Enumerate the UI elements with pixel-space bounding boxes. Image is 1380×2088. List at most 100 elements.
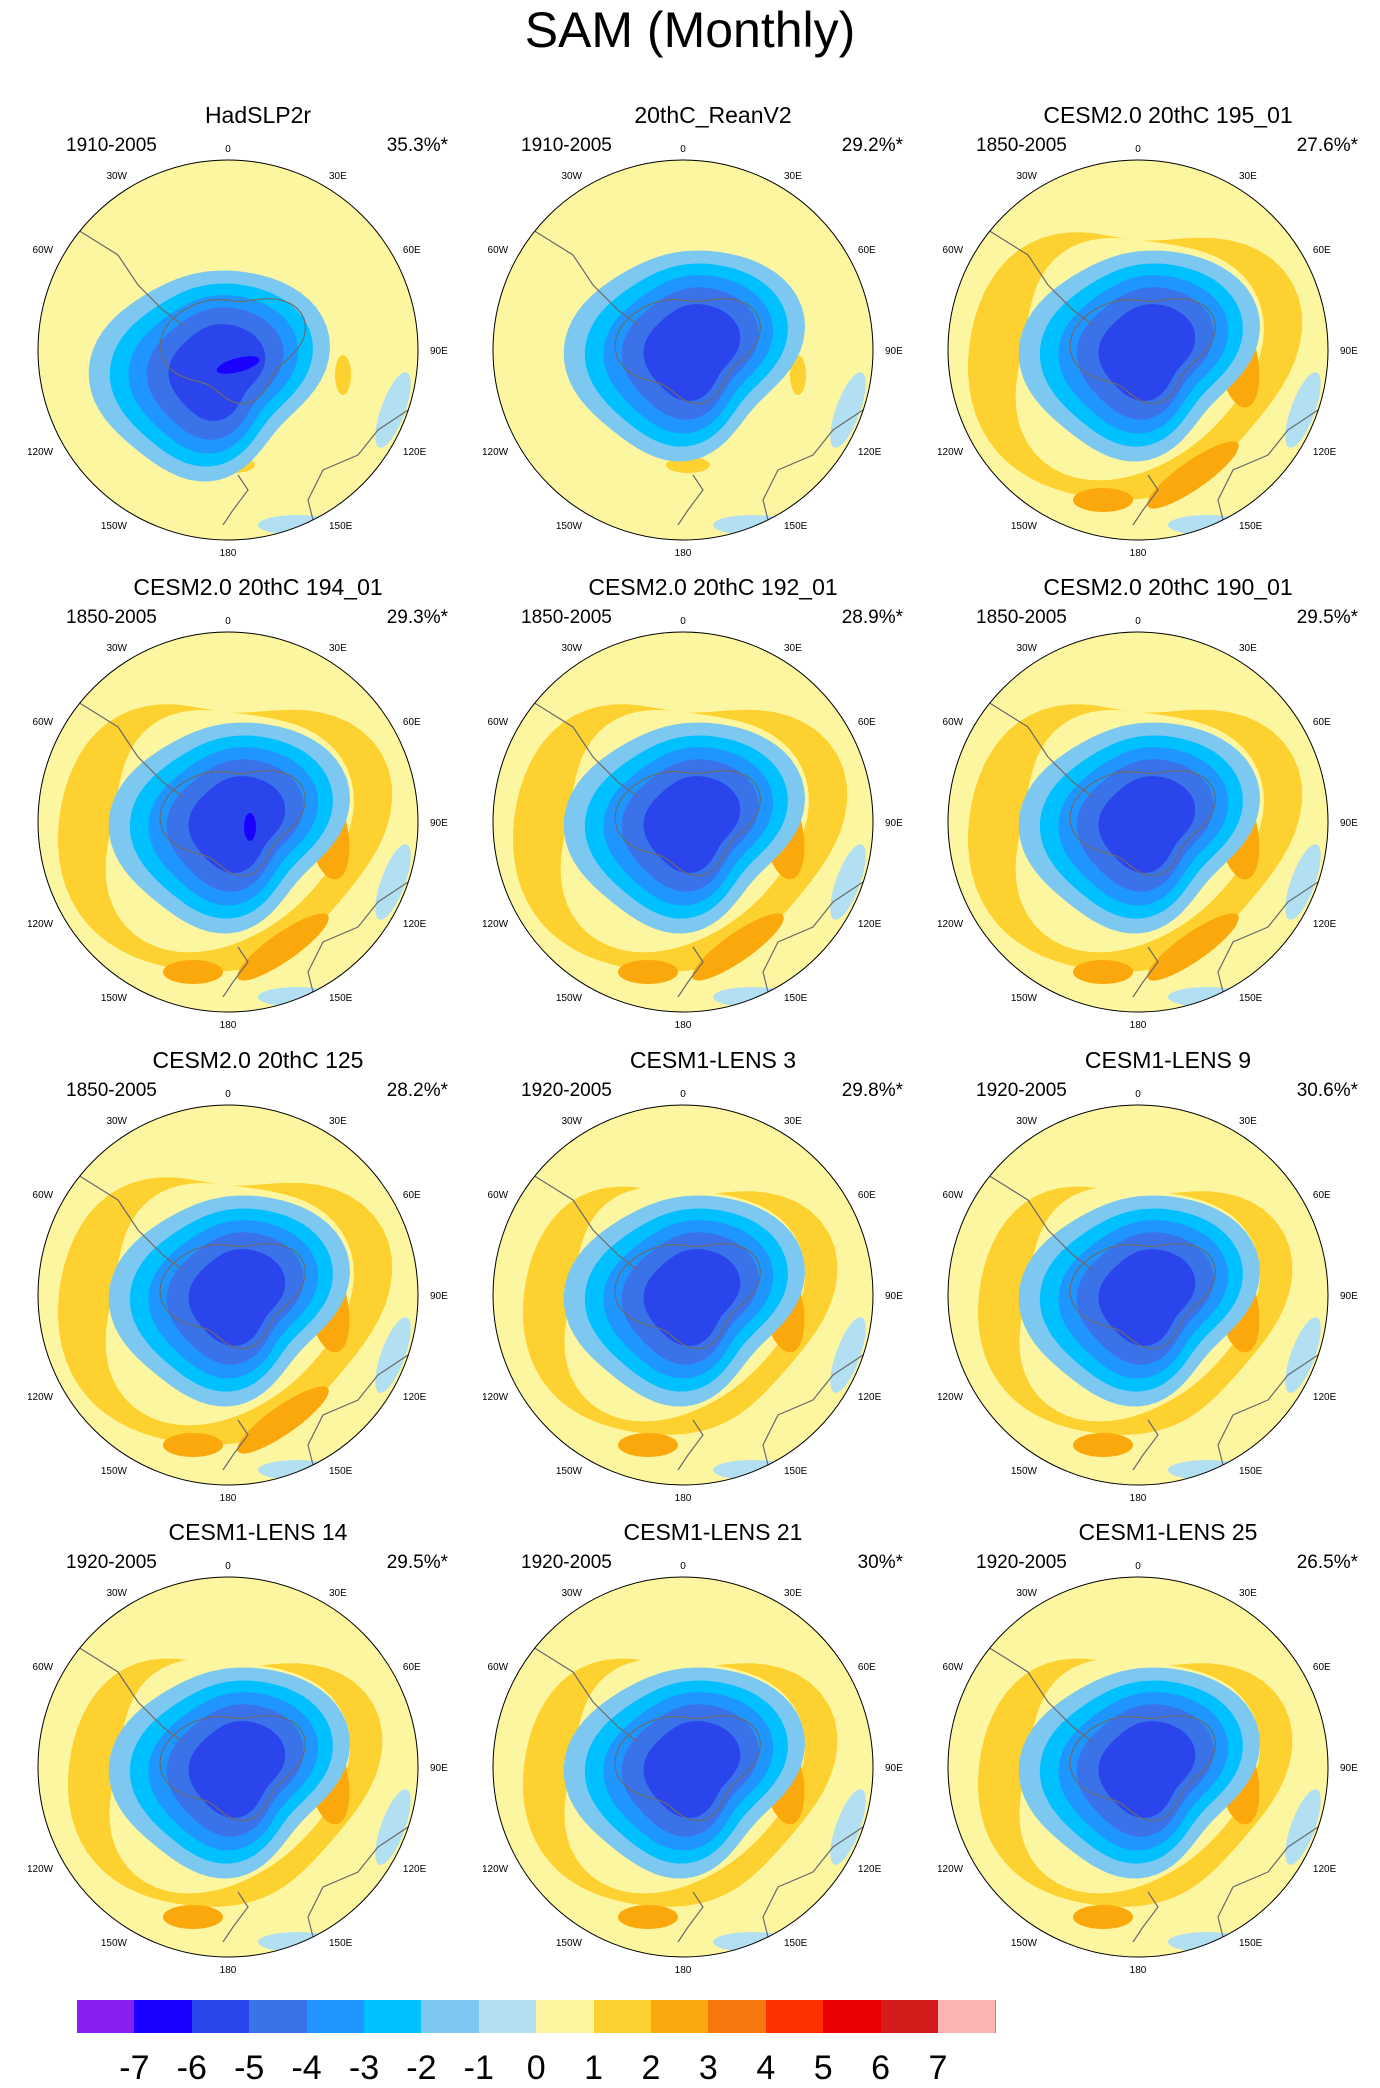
polar-map: 030E60E90E120E150E180150W120W90W60W30W: [938, 1561, 1358, 1976]
map-panel: CESM1-LENS 9 1920-2005 30.6%* 0 30E 60E 90E 120…: [938, 1045, 1380, 1515]
contour-field: [493, 1105, 873, 1485]
longitude-label: 180: [1130, 548, 1147, 559]
panel-variance-explained: 30%*: [857, 1552, 903, 1573]
south-america-coastline: [77, 229, 184, 326]
colorbar-label: -1: [463, 2049, 494, 2087]
longitude-label: 30E: [1239, 643, 1257, 654]
map-panel: 20thC_ReanV2 1910-2005 29.2%* 0 30E 60E 90E 120…: [483, 100, 943, 570]
longitude-label: 150W: [101, 993, 128, 1004]
panel-period: 1910-2005: [521, 135, 612, 156]
longitude-label: 30W: [1016, 1588, 1037, 1599]
longitude-label: 30W: [561, 643, 582, 654]
antarctica-coastline: [614, 770, 762, 877]
contour-field: [948, 160, 1328, 540]
panel-period: 1920-2005: [976, 1552, 1067, 1573]
longitude-label: 60W: [488, 1190, 509, 1201]
colorbar-box: [708, 2000, 767, 2033]
antarctica-coastline: [1069, 770, 1217, 877]
panel-title: CESM2.0 20thC 192_01: [588, 574, 838, 600]
longitude-label: 30W: [1016, 643, 1037, 654]
longitude-label: 120E: [858, 919, 882, 930]
longitude-label: 0: [1135, 144, 1141, 155]
new-zealand-coastline: [222, 474, 249, 526]
longitude-label: 150W: [1011, 1466, 1038, 1477]
longitude-label: 30W: [106, 643, 127, 654]
map-boundary: [947, 1104, 1329, 1486]
map-panel: HadSLP2r 1910-2005 35.3%* 0 30E 60E 90E 120E 150…: [28, 100, 488, 570]
south-america-coastline: [987, 1174, 1094, 1271]
longitude-label: 60E: [403, 1190, 421, 1201]
longitude-label: 150E: [784, 1466, 808, 1477]
longitude-label: 60W: [33, 1662, 54, 1673]
colorbar-label: 4: [756, 2049, 776, 2087]
panel-title: CESM2.0 20thC 194_01: [133, 574, 383, 600]
colorbar-box: [421, 2000, 480, 2033]
map-panel: CESM2.0 20thC 192_01 1850-2005 28.9%* 0 30E 6…: [483, 572, 943, 1042]
panel-variance-explained: 30.6%*: [1296, 1080, 1358, 1101]
longitude-label: 60E: [403, 245, 421, 256]
map-boundary: [947, 631, 1329, 1013]
contour-field: [38, 1577, 418, 1957]
longitude-label: 60W: [33, 1190, 54, 1201]
colorbar-box: [249, 2000, 308, 2033]
contour-field: [948, 1105, 1328, 1485]
map-boundary: [947, 159, 1329, 541]
panel-period: 1920-2005: [521, 1552, 612, 1573]
panel-period: 1920-2005: [66, 1552, 157, 1573]
new-zealand-coastline: [1132, 474, 1159, 526]
longitude-label: 60W: [943, 1190, 964, 1201]
panel-variance-explained: 28.9%*: [841, 607, 903, 628]
map-boundary: [37, 1104, 419, 1486]
longitude-label: 60E: [858, 245, 876, 256]
longitude-label: 30E: [329, 1116, 347, 1127]
longitude-label: 120E: [403, 447, 427, 458]
south-america-coastline: [77, 1174, 184, 1271]
longitude-label: 150E: [329, 1938, 353, 1949]
longitude-label: 120E: [858, 1864, 882, 1875]
longitude-label: 150W: [556, 1466, 583, 1477]
polar-map: 030E60E90E120E150E180150W120W90W60W30W: [483, 144, 903, 559]
longitude-label: 60W: [488, 1662, 509, 1673]
south-america-coastline: [987, 701, 1094, 798]
colorbar-box: [134, 2000, 193, 2033]
longitude-label: 120W: [28, 1392, 54, 1403]
south-america-coastline: [532, 701, 639, 798]
longitude-label: 90E: [430, 1763, 448, 1774]
longitude-label: 90E: [1340, 1763, 1358, 1774]
colorbar-label: -5: [234, 2049, 265, 2087]
longitude-label: 60E: [1313, 1190, 1331, 1201]
longitude-label: 0: [680, 144, 686, 155]
longitude-label: 150W: [556, 993, 583, 1004]
colorbar-box: [478, 2000, 538, 2033]
map-boundary: [492, 631, 874, 1013]
longitude-label: 90E: [430, 1291, 448, 1302]
longitude-label: 120W: [483, 1864, 509, 1875]
new-zealand-coastline: [677, 1419, 704, 1471]
longitude-label: 150E: [1239, 993, 1263, 1004]
polar-map: 030E60E90E120E150E180150W120W90W60W30W: [483, 1561, 903, 1976]
longitude-label: 0: [1135, 1561, 1141, 1572]
panel-title: CESM1-LENS 3: [629, 1047, 797, 1073]
longitude-label: 60E: [858, 1190, 876, 1201]
longitude-label: 150E: [784, 993, 808, 1004]
colorbar-box: [938, 2000, 997, 2033]
antarctica-coastline: [614, 1715, 762, 1822]
longitude-label: 150E: [1239, 1466, 1263, 1477]
longitude-label: 30E: [784, 1588, 802, 1599]
longitude-label: 90E: [430, 818, 448, 829]
longitude-label: 0: [225, 1561, 231, 1572]
polar-map: 030E60E90E120E150E180150W120W90W60W30W: [483, 1089, 903, 1504]
longitude-label: 30W: [1016, 171, 1037, 182]
longitude-label: 180: [220, 1020, 237, 1031]
longitude-label: 60E: [403, 717, 421, 728]
longitude-label: 120W: [28, 919, 54, 930]
polar-map: 030E60E90E120E150E180150W120W90W60W30W: [28, 1089, 448, 1504]
antarctica-coastline: [614, 1243, 762, 1350]
longitude-label: 60E: [1313, 1662, 1331, 1673]
longitude-label: 150W: [101, 1466, 128, 1477]
map-boundary: [492, 1104, 874, 1486]
longitude-label: 90E: [1340, 346, 1358, 357]
longitude-label: 120W: [938, 1392, 964, 1403]
panel-variance-explained: 29.3%*: [386, 607, 448, 628]
panel-title: CESM1-LENS 25: [1078, 1519, 1258, 1545]
